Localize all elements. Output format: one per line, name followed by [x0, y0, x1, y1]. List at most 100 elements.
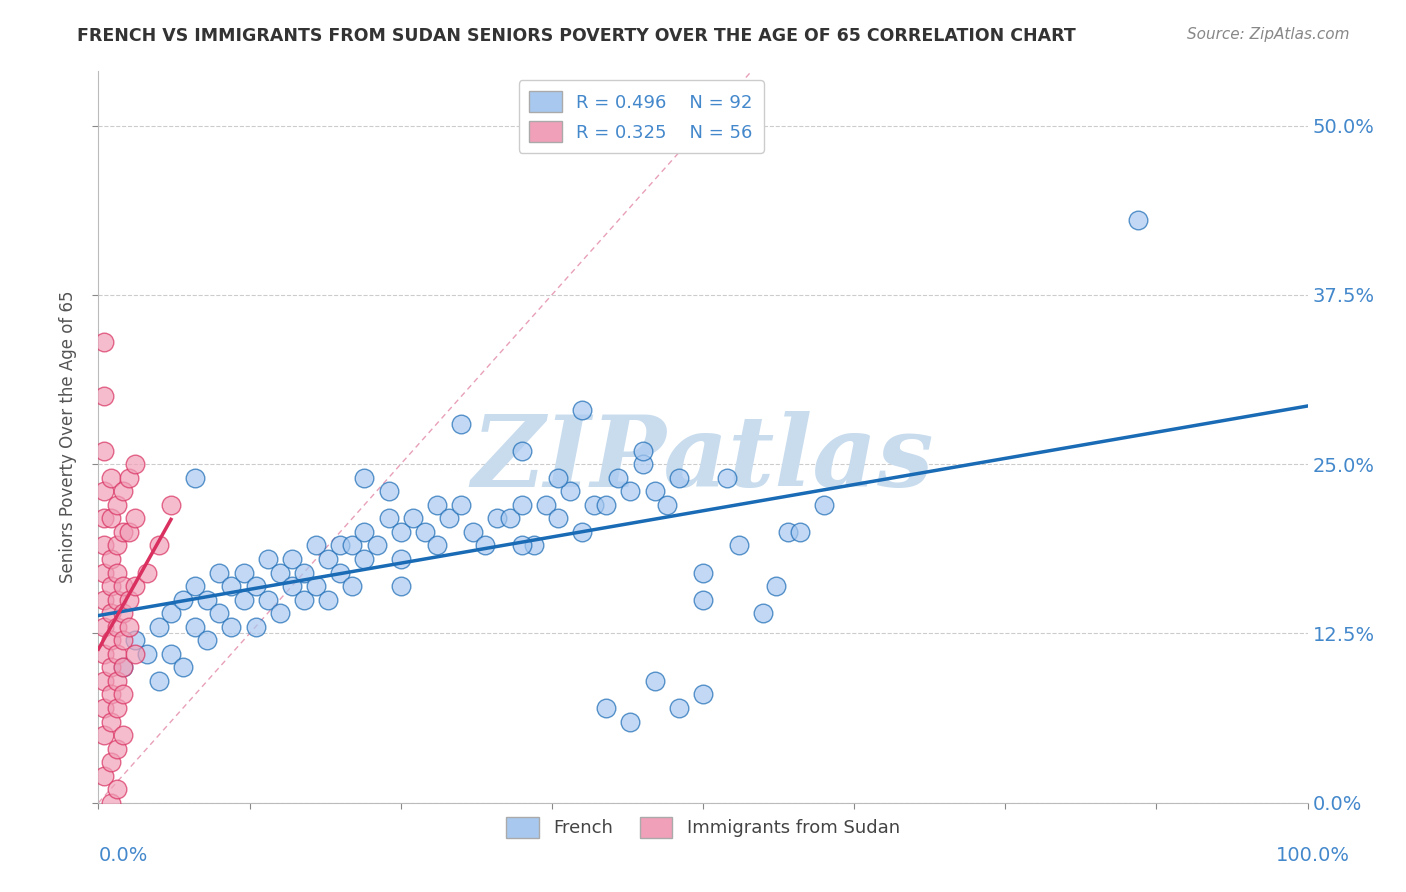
Point	[93, 701, 115, 715]
Point	[135, 566, 157, 580]
Point	[692, 566, 714, 580]
Point	[118, 620, 141, 634]
Point	[256, 592, 278, 607]
Point	[93, 647, 115, 661]
Point	[93, 335, 115, 350]
Point	[124, 647, 146, 661]
Text: FRENCH VS IMMIGRANTS FROM SUDAN SENIORS POVERTY OVER THE AGE OF 65 CORRELATION C: FRENCH VS IMMIGRANTS FROM SUDAN SENIORS …	[77, 27, 1076, 45]
Point	[148, 620, 170, 634]
Legend: French, Immigrants from Sudan: French, Immigrants from Sudan	[499, 810, 907, 845]
Point	[426, 538, 449, 552]
Point	[105, 620, 128, 634]
Point	[100, 796, 122, 810]
Point	[93, 769, 115, 783]
Point	[269, 606, 291, 620]
Point	[292, 592, 315, 607]
Point	[789, 524, 811, 539]
Point	[692, 592, 714, 607]
Point	[329, 538, 352, 552]
Point	[571, 403, 593, 417]
Point	[208, 566, 231, 580]
Point	[377, 511, 399, 525]
Text: ZIPatlas: ZIPatlas	[472, 411, 934, 508]
Point	[184, 620, 207, 634]
Point	[292, 566, 315, 580]
Point	[329, 566, 352, 580]
Point	[118, 592, 141, 607]
Point	[523, 538, 546, 552]
Point	[281, 579, 304, 593]
Point	[752, 606, 775, 620]
Point	[221, 620, 243, 634]
Point	[100, 633, 122, 648]
Point	[644, 484, 666, 499]
Text: 0.0%: 0.0%	[98, 847, 148, 865]
Point	[124, 579, 146, 593]
Point	[776, 524, 799, 539]
Point	[607, 471, 630, 485]
Point	[668, 471, 690, 485]
Point	[426, 498, 449, 512]
Point	[534, 498, 557, 512]
Point	[208, 606, 231, 620]
Point	[619, 484, 641, 499]
Point	[353, 471, 375, 485]
Point	[160, 498, 183, 512]
Point	[105, 782, 128, 797]
Point	[100, 552, 122, 566]
Point	[135, 647, 157, 661]
Point	[111, 484, 134, 499]
Point	[105, 498, 128, 512]
Point	[342, 579, 364, 593]
Point	[571, 524, 593, 539]
Text: Source: ZipAtlas.com: Source: ZipAtlas.com	[1187, 27, 1350, 42]
Point	[111, 633, 134, 648]
Point	[510, 538, 533, 552]
Point	[765, 579, 787, 593]
Point	[105, 538, 128, 552]
Point	[377, 484, 399, 499]
Point	[195, 633, 218, 648]
Point	[105, 741, 128, 756]
Point	[353, 552, 375, 566]
Point	[269, 566, 291, 580]
Point	[558, 484, 581, 499]
Point	[498, 511, 520, 525]
Point	[316, 552, 339, 566]
Point	[413, 524, 436, 539]
Point	[93, 389, 115, 403]
Point	[813, 498, 835, 512]
Point	[105, 566, 128, 580]
Point	[118, 524, 141, 539]
Point	[450, 417, 472, 431]
Point	[93, 511, 115, 525]
Point	[245, 620, 267, 634]
Point	[595, 701, 617, 715]
Point	[111, 660, 134, 674]
Point	[232, 592, 254, 607]
Point	[474, 538, 496, 552]
Point	[111, 524, 134, 539]
Point	[510, 498, 533, 512]
Point	[105, 592, 128, 607]
Point	[389, 524, 412, 539]
Point	[583, 498, 606, 512]
Point	[105, 673, 128, 688]
Point	[160, 606, 183, 620]
Point	[100, 471, 122, 485]
Text: 100.0%: 100.0%	[1275, 847, 1350, 865]
Point	[111, 579, 134, 593]
Point	[100, 606, 122, 620]
Point	[105, 701, 128, 715]
Point	[105, 647, 128, 661]
Point	[93, 443, 115, 458]
Point	[463, 524, 485, 539]
Point	[547, 511, 569, 525]
Point	[486, 511, 509, 525]
Point	[366, 538, 388, 552]
Point	[93, 592, 115, 607]
Point	[111, 606, 134, 620]
Point	[305, 538, 328, 552]
Point	[172, 660, 194, 674]
Point	[342, 538, 364, 552]
